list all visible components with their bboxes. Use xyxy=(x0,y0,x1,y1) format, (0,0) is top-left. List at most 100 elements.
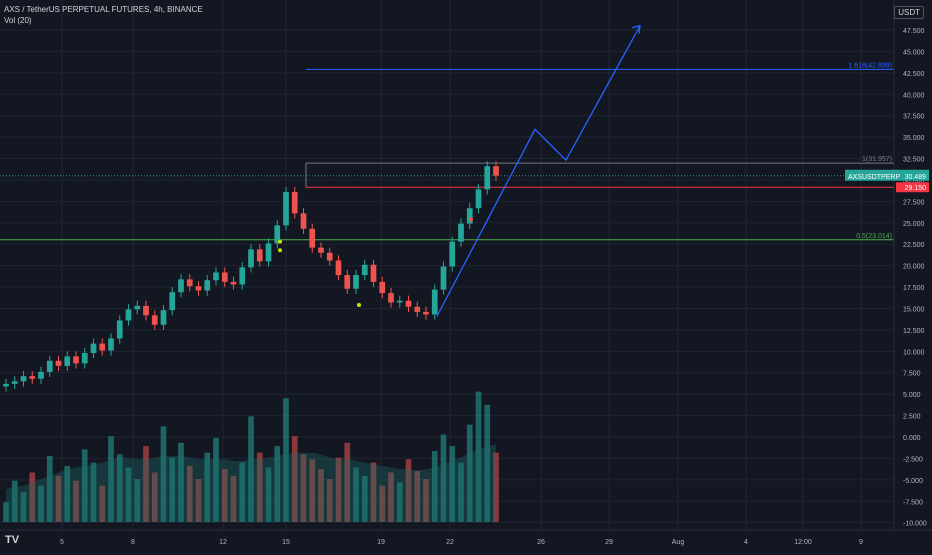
volume-bar xyxy=(134,479,141,522)
volume-bar xyxy=(169,457,176,522)
price-axis-panel xyxy=(894,0,932,550)
volume-bar xyxy=(38,485,44,522)
fib-level-label: 0.5(23.014) xyxy=(856,233,892,240)
price-tick-label: 47.500 xyxy=(903,28,925,35)
price-tick-label: 37.500 xyxy=(903,114,925,121)
fib-level-label: 1(31.957) xyxy=(862,156,892,163)
candle-body xyxy=(230,281,237,285)
candle-body xyxy=(396,300,403,303)
volume-bar xyxy=(151,472,158,522)
candle-body xyxy=(440,266,447,290)
volume-indicator-label[interactable]: Vol (20) xyxy=(4,16,32,25)
price-tick-label: -10.000 xyxy=(903,521,927,528)
volume-bar xyxy=(81,449,88,522)
volume-bar xyxy=(143,446,149,522)
candle-body xyxy=(405,300,412,307)
symbol-title[interactable]: AXS / TetherUS PERPETUAL FUTURES, 4h, BI… xyxy=(4,5,203,14)
candle-body xyxy=(265,243,272,262)
volume-bar xyxy=(475,391,482,522)
time-tick-label: 26 xyxy=(537,539,545,546)
volume-bar xyxy=(335,457,342,522)
price-tick-label: 0.000 xyxy=(903,435,921,442)
candle-body xyxy=(484,166,491,190)
volume-bar xyxy=(46,456,53,522)
candle-body xyxy=(73,356,79,364)
time-tick-label: 9 xyxy=(859,539,863,546)
volume-bar xyxy=(388,472,394,522)
volume-bar xyxy=(283,398,289,522)
volume-bar xyxy=(108,436,114,522)
volume-bar xyxy=(213,437,219,522)
price-tick-label: 40.000 xyxy=(903,92,925,99)
tradingview-logo: TV xyxy=(5,534,20,546)
candle-body xyxy=(388,293,394,303)
currency-selector[interactable]: USDT xyxy=(894,6,924,19)
candle-body xyxy=(195,286,202,291)
volume-bar xyxy=(423,479,429,522)
volume-bar xyxy=(361,475,368,522)
candle-body xyxy=(221,272,228,282)
price-tick-label: 15.000 xyxy=(903,306,925,313)
candle-body xyxy=(213,272,219,281)
volume-bar xyxy=(73,480,79,522)
candle-body xyxy=(178,279,184,293)
candle-body xyxy=(431,289,438,315)
price-tick-label: -7.500 xyxy=(903,499,923,506)
candle-body xyxy=(90,343,97,354)
candle-body xyxy=(125,309,132,321)
price-tick-label: 17.500 xyxy=(903,285,925,292)
price-tick-label: 2.500 xyxy=(903,414,921,421)
volume-bar xyxy=(493,452,499,522)
candle-body xyxy=(283,191,289,226)
candle-body xyxy=(344,275,351,289)
candle-body xyxy=(326,252,333,261)
time-tick-label: 5 xyxy=(60,539,64,546)
time-tick-label: Aug xyxy=(672,539,685,546)
candle-body xyxy=(38,371,44,379)
candle-body xyxy=(318,247,324,253)
candle-body xyxy=(309,228,316,248)
volume-bar xyxy=(90,462,97,522)
candle-body xyxy=(143,305,149,316)
last-price-tag[interactable] xyxy=(845,169,929,181)
time-tick-label: 8 xyxy=(131,539,135,546)
projection-path xyxy=(436,25,641,317)
projection-arrowhead xyxy=(631,24,641,34)
support-price-value: 29.150 xyxy=(905,185,927,192)
price-tick-label: 10.000 xyxy=(903,349,925,356)
candle-body xyxy=(361,264,368,276)
candle-body xyxy=(55,360,62,366)
time-tick-label: 4 xyxy=(744,539,748,546)
price-tick-label: 5.000 xyxy=(903,392,921,399)
price-tick-label: -5.000 xyxy=(903,478,923,485)
candle-body xyxy=(248,249,254,268)
volume-bar xyxy=(125,467,132,522)
volume-bar xyxy=(195,479,202,522)
volume-ma-area xyxy=(6,444,496,522)
candle-body xyxy=(449,241,456,267)
last-price-symbol: AXSUSDTPERP xyxy=(848,174,900,181)
volume-bar xyxy=(353,467,359,522)
candle-body xyxy=(239,267,246,285)
volume-bar xyxy=(300,454,307,522)
volume-bar xyxy=(160,426,167,522)
candle-body xyxy=(204,280,211,291)
price-tick-label: 27.500 xyxy=(903,199,925,206)
volume-bar xyxy=(230,475,237,522)
volume-bar xyxy=(64,465,71,522)
candle-body xyxy=(379,281,386,294)
volume-bar xyxy=(204,452,211,522)
volume-bar xyxy=(344,442,351,522)
chart-legend: AXS / TetherUS PERPETUAL FUTURES, 4h, BI… xyxy=(4,4,203,26)
price-tick-label: 35.000 xyxy=(903,135,925,142)
candle-body xyxy=(116,320,123,339)
volume-bar xyxy=(370,462,377,522)
volume-bar xyxy=(99,485,106,522)
volume-bar xyxy=(239,462,246,522)
candle-body xyxy=(11,381,18,384)
price-tick-label: 42.500 xyxy=(903,71,925,78)
price-tick-label: 7.500 xyxy=(903,371,921,378)
volume-bar xyxy=(309,459,316,522)
